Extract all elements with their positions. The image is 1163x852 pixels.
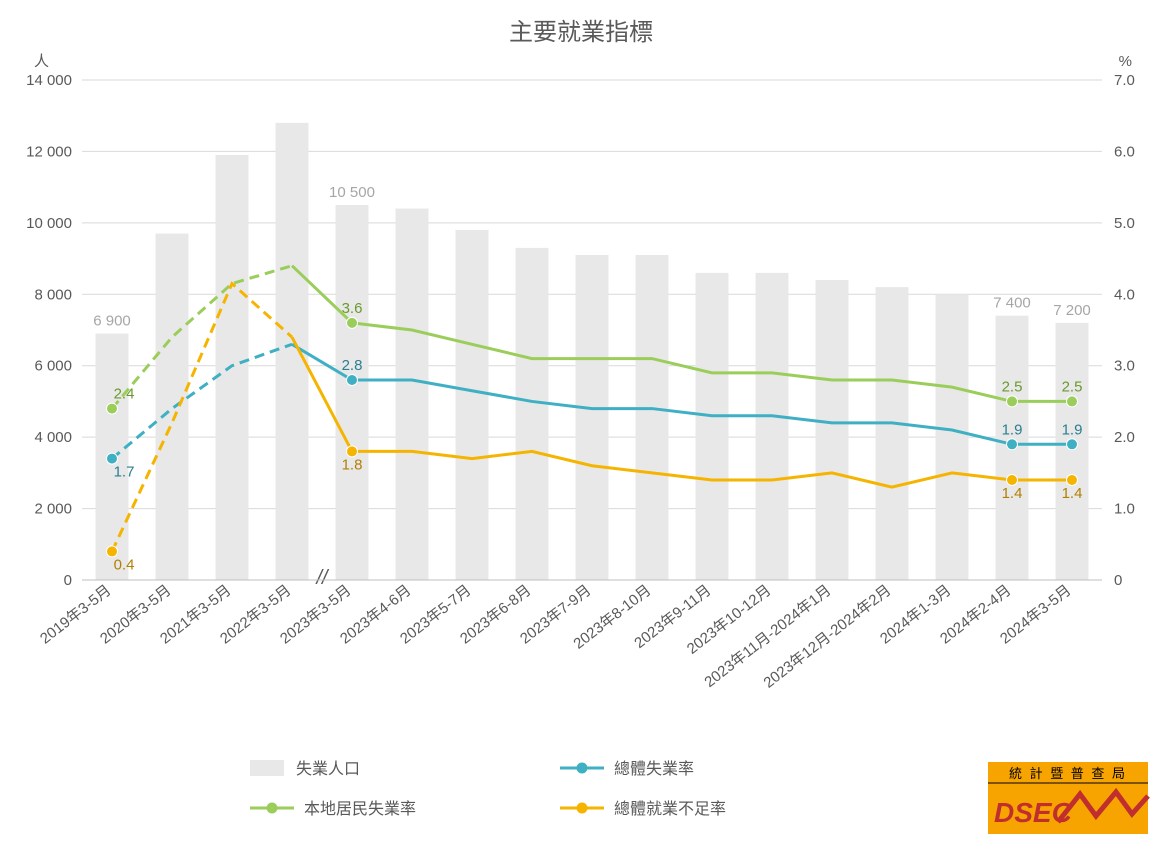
marker-local_unemp — [347, 317, 358, 328]
legend-label: 總體就業不足率 — [614, 800, 726, 818]
marker-local_unemp — [1067, 396, 1078, 407]
bar — [876, 287, 909, 580]
y-left-tick: 0 — [64, 572, 72, 589]
line-label-local_unemp: 3.6 — [342, 300, 363, 317]
bar — [516, 248, 549, 580]
legend-label: 總體失業率 — [614, 760, 694, 778]
line-label-local_unemp: 2.5 — [1062, 378, 1083, 395]
bar — [816, 280, 849, 580]
bar — [156, 234, 189, 580]
marker-local_unemp — [107, 403, 118, 414]
logo-top-text: 統 計 暨 普 查 局 — [1009, 766, 1127, 781]
line-label-underemp: 1.8 — [342, 456, 363, 473]
chart-svg: 主要就業指標 0 2 000 4 000 6 000 8 000 10 000 12 000 1… — [0, 0, 1163, 852]
y-left-tick: 10 000 — [26, 215, 72, 232]
axis-break: // — [314, 567, 330, 589]
marker-overall_unemp — [347, 375, 358, 386]
y-left-label: 人 — [34, 53, 49, 70]
line-overall_unemp-dashed — [112, 344, 292, 458]
y-right-tick: 7.0 — [1114, 72, 1135, 89]
marker-overall_unemp — [1007, 439, 1018, 450]
legend-marker-local_unemp — [267, 803, 278, 814]
y-right-tick: 1.0 — [1114, 501, 1135, 518]
legend-swatch-bar — [250, 760, 284, 776]
y-right-tick: 3.0 — [1114, 358, 1135, 375]
y-left-tick: 14 000 — [26, 72, 72, 89]
bar — [936, 294, 969, 580]
bar-value-label: 10 500 — [329, 184, 375, 201]
logo-main-text: DSEC — [994, 797, 1073, 828]
bar — [456, 230, 489, 580]
chart-title: 主要就業指標 — [509, 19, 653, 46]
line-label-overall_unemp: 2.8 — [342, 357, 363, 374]
legend-marker-underemp — [577, 803, 588, 814]
marker-underemp — [1007, 475, 1018, 486]
line-label-overall_unemp: 1.9 — [1002, 421, 1023, 438]
bar-value-label: 6 900 — [93, 313, 131, 330]
marker-overall_unemp — [1067, 439, 1078, 450]
y-right-tick: 2.0 — [1114, 429, 1135, 446]
bar — [636, 255, 669, 580]
y-right-tick: 0 — [1114, 572, 1122, 589]
bar — [756, 273, 789, 580]
legend-label: 失業人口 — [296, 760, 360, 778]
marker-local_unemp — [1007, 396, 1018, 407]
marker-overall_unemp — [107, 453, 118, 464]
line-underemp-dashed — [112, 284, 292, 552]
y-left-tick: 8 000 — [34, 286, 72, 303]
bar — [696, 273, 729, 580]
line-label-local_unemp: 2.4 — [114, 386, 135, 403]
line-label-overall_unemp: 1.9 — [1062, 421, 1083, 438]
y-right-tick: 6.0 — [1114, 143, 1135, 160]
bar — [1056, 323, 1089, 580]
bar — [336, 205, 369, 580]
bar — [396, 209, 429, 580]
marker-underemp — [347, 446, 358, 457]
y-left-tick: 4 000 — [34, 429, 72, 446]
legend-marker-overall_unemp — [577, 763, 588, 774]
line-label-overall_unemp: 1.7 — [114, 464, 135, 481]
line-label-underemp: 1.4 — [1062, 485, 1083, 502]
marker-underemp — [1067, 475, 1078, 486]
line-label-local_unemp: 2.5 — [1002, 378, 1023, 395]
bar-value-label: 7 200 — [1053, 302, 1091, 319]
line-label-underemp: 0.4 — [114, 556, 135, 573]
bar — [576, 255, 609, 580]
y-left-tick: 12 000 — [26, 143, 72, 160]
marker-underemp — [107, 546, 118, 557]
line-label-underemp: 1.4 — [1002, 485, 1023, 502]
y-right-tick: 5.0 — [1114, 215, 1135, 232]
y-left-tick: 6 000 — [34, 358, 72, 375]
y-right-label: % — [1119, 53, 1132, 70]
y-left-tick: 2 000 — [34, 501, 72, 518]
legend-label: 本地居民失業率 — [304, 800, 416, 818]
y-right-tick: 4.0 — [1114, 286, 1135, 303]
bar-value-label: 7 400 — [993, 295, 1031, 312]
chart-container: 主要就業指標 0 2 000 4 000 6 000 8 000 10 000 12 000 1… — [0, 0, 1163, 852]
